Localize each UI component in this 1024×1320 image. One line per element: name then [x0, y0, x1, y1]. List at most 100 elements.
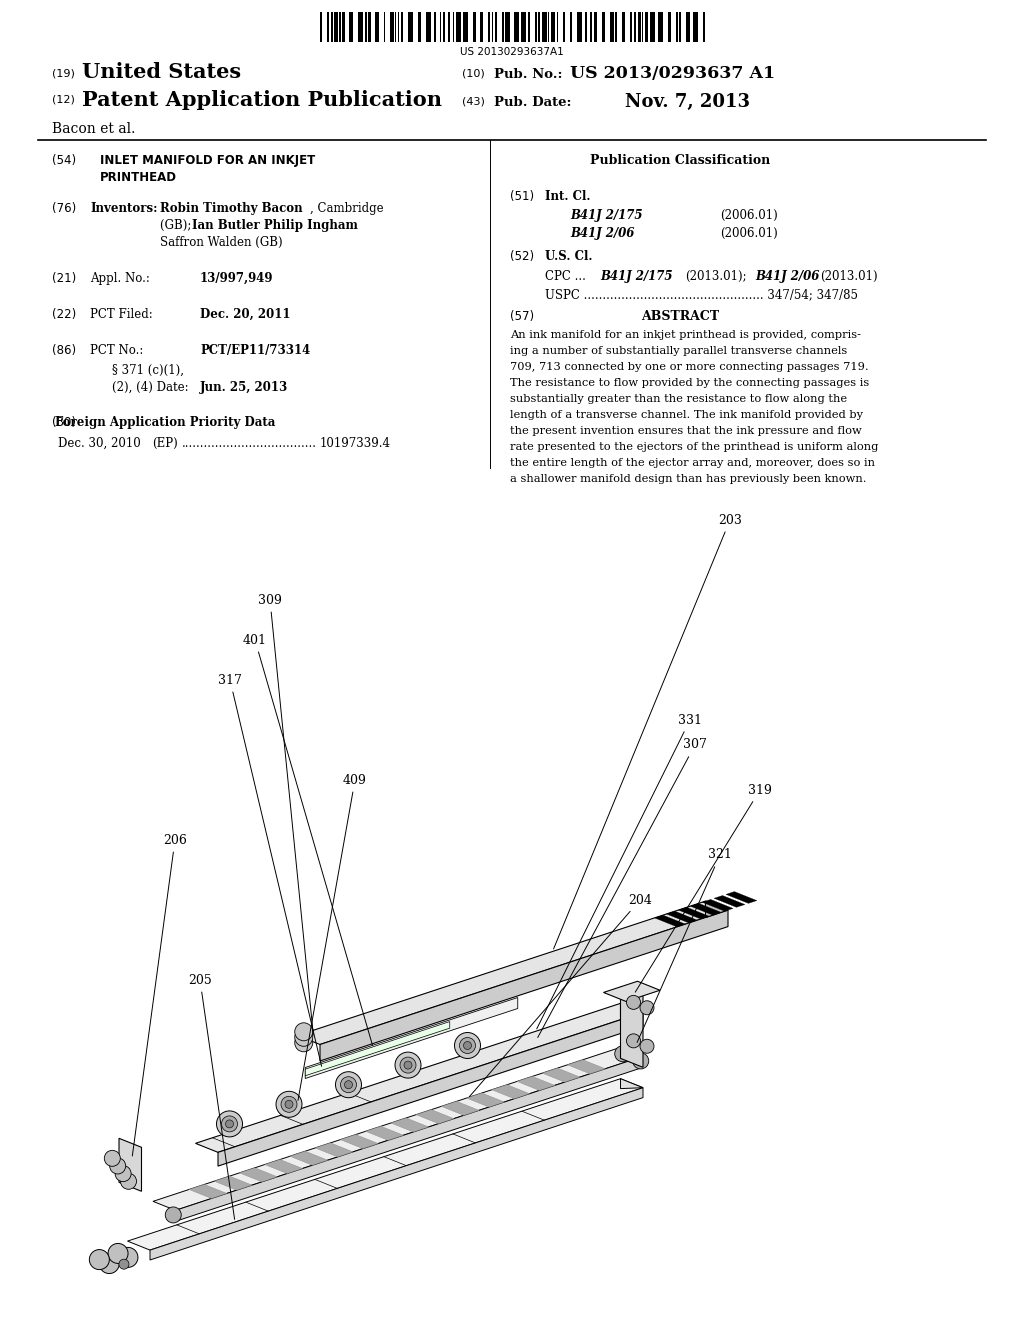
Bar — [542, 12, 547, 42]
Text: Int. Cl.: Int. Cl. — [545, 190, 591, 203]
Text: 409: 409 — [298, 774, 367, 1101]
Circle shape — [633, 1053, 649, 1069]
Bar — [440, 12, 441, 42]
Text: Jun. 25, 2013: Jun. 25, 2013 — [200, 381, 288, 393]
Bar — [610, 12, 614, 42]
Polygon shape — [240, 1168, 278, 1181]
Text: 331: 331 — [537, 714, 702, 1028]
Text: (19): (19) — [52, 69, 75, 78]
Bar — [679, 12, 681, 42]
Text: a shallower manifold design than has previously been known.: a shallower manifold design than has pre… — [510, 474, 866, 484]
Polygon shape — [265, 1159, 302, 1173]
Bar — [390, 12, 393, 42]
Polygon shape — [690, 903, 721, 915]
Text: Foreign Application Priority Data: Foreign Application Priority Data — [55, 416, 275, 429]
Text: B41J 2/06: B41J 2/06 — [570, 227, 635, 240]
Polygon shape — [150, 1088, 643, 1261]
Circle shape — [295, 1034, 312, 1052]
Polygon shape — [153, 1047, 643, 1210]
Text: the present invention ensures that the ink pressure and flow: the present invention ensures that the i… — [510, 426, 862, 436]
Bar — [645, 12, 647, 42]
Text: Appl. No.:: Appl. No.: — [90, 272, 150, 285]
Circle shape — [614, 1045, 631, 1061]
Text: The resistance to flow provided by the connecting passages is: The resistance to flow provided by the c… — [510, 378, 869, 388]
Polygon shape — [196, 1003, 643, 1152]
Bar — [442, 12, 444, 42]
Circle shape — [119, 1259, 129, 1270]
Text: (2006.01): (2006.01) — [720, 227, 778, 240]
Polygon shape — [298, 902, 728, 1044]
Circle shape — [165, 1206, 181, 1222]
Text: 401: 401 — [243, 634, 373, 1045]
Polygon shape — [340, 1135, 378, 1148]
Circle shape — [341, 1077, 356, 1093]
Text: Bacon et al.: Bacon et al. — [52, 121, 135, 136]
Circle shape — [336, 1072, 361, 1098]
Text: 203: 203 — [554, 513, 742, 949]
Text: (86): (86) — [52, 345, 76, 356]
Polygon shape — [441, 1101, 479, 1115]
Text: (2013.01): (2013.01) — [820, 271, 878, 282]
Polygon shape — [218, 1012, 643, 1166]
Circle shape — [460, 1038, 475, 1053]
Bar — [615, 12, 616, 42]
Text: (10): (10) — [462, 69, 484, 78]
Polygon shape — [667, 911, 697, 923]
Circle shape — [640, 1001, 654, 1015]
Text: PRINTHEAD: PRINTHEAD — [100, 172, 177, 183]
Bar — [334, 12, 338, 42]
Text: USPC ................................................ 347/54; 347/85: USPC ...................................… — [545, 288, 858, 301]
Polygon shape — [214, 1176, 252, 1191]
Bar — [686, 12, 689, 42]
Text: Patent Application Publication: Patent Application Publication — [82, 90, 442, 110]
Text: US 20130293637A1: US 20130293637A1 — [460, 48, 564, 57]
Polygon shape — [305, 998, 518, 1078]
Circle shape — [455, 1032, 480, 1059]
Text: (2013.01);: (2013.01); — [685, 271, 746, 282]
Bar — [520, 12, 525, 42]
Circle shape — [395, 1052, 421, 1078]
Text: Inventors:: Inventors: — [90, 202, 158, 215]
Circle shape — [121, 1173, 136, 1189]
Text: 205: 205 — [188, 974, 234, 1220]
Bar — [703, 12, 706, 42]
Polygon shape — [621, 1078, 643, 1089]
Bar — [505, 12, 510, 42]
Bar — [456, 12, 461, 42]
Polygon shape — [189, 1184, 227, 1199]
Bar — [634, 12, 636, 42]
Text: Dec. 30, 2010: Dec. 30, 2010 — [58, 437, 140, 450]
Bar — [453, 12, 454, 42]
Bar — [514, 12, 518, 42]
Text: rate presented to the ejectors of the printhead is uniform along: rate presented to the ejectors of the pr… — [510, 442, 879, 451]
Text: (21): (21) — [52, 272, 76, 285]
Bar — [693, 12, 698, 42]
Bar — [548, 12, 549, 42]
Circle shape — [627, 995, 640, 1010]
Polygon shape — [128, 1078, 643, 1250]
Bar — [319, 12, 323, 42]
Text: Pub. No.:: Pub. No.: — [494, 69, 562, 81]
Polygon shape — [319, 909, 728, 1061]
Polygon shape — [119, 1138, 141, 1191]
Bar — [376, 12, 379, 42]
Polygon shape — [706, 902, 728, 917]
Polygon shape — [567, 1060, 605, 1074]
Bar — [426, 12, 431, 42]
Polygon shape — [366, 1126, 403, 1140]
Text: 709, 713 connected by one or more connecting passages 719.: 709, 713 connected by one or more connec… — [510, 362, 868, 372]
Polygon shape — [726, 891, 757, 903]
Polygon shape — [492, 1085, 529, 1098]
Text: INLET MANIFOLD FOR AN INKJET: INLET MANIFOLD FOR AN INKJET — [100, 154, 315, 168]
Circle shape — [216, 1111, 243, 1137]
Text: (22): (22) — [52, 308, 76, 321]
Text: Dec. 20, 2011: Dec. 20, 2011 — [200, 308, 291, 321]
Text: B41J 2/175: B41J 2/175 — [600, 271, 673, 282]
Circle shape — [464, 1041, 471, 1049]
Text: 204: 204 — [469, 894, 652, 1097]
Text: , Cambridge: , Cambridge — [310, 202, 384, 215]
Text: US 2013/0293637 A1: US 2013/0293637 A1 — [570, 65, 775, 82]
Bar — [492, 12, 494, 42]
Text: Saffron Walden (GB): Saffron Walden (GB) — [160, 236, 283, 249]
Polygon shape — [654, 915, 685, 927]
